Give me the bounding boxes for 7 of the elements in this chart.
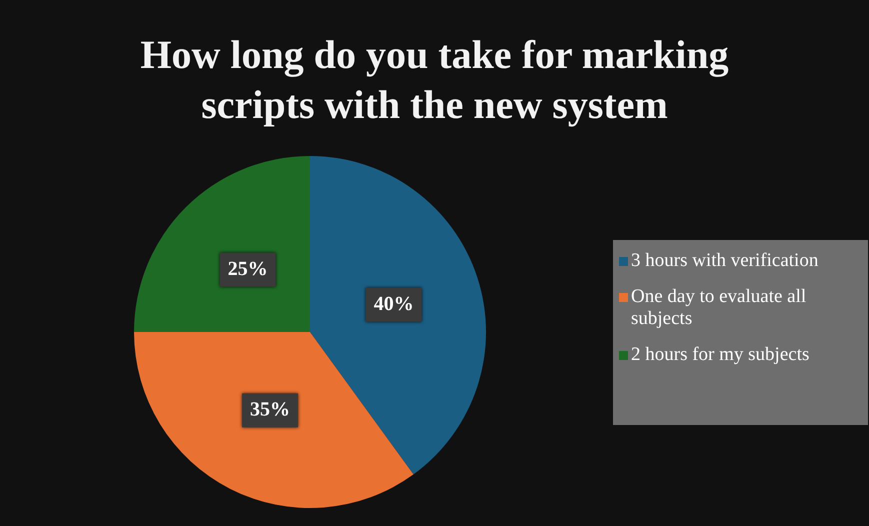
data-label: 35%	[250, 398, 290, 421]
legend-label: 2 hours for my subjects	[631, 344, 810, 366]
chart-title: How long do you take for marking scripts with the new system	[139, 31, 730, 129]
data-label: 25%	[228, 258, 268, 280]
legend-label: One day to evaluate all subjects	[631, 286, 808, 330]
legend-label: 3 hours with verification	[631, 250, 818, 272]
data-label: 40%	[374, 292, 414, 315]
